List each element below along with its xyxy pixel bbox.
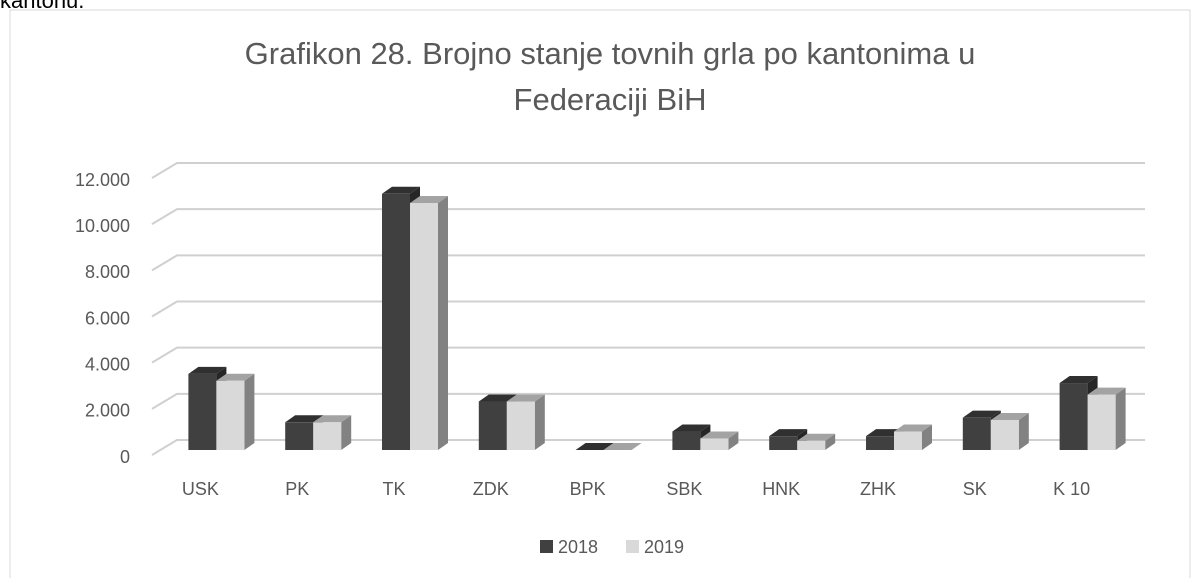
bar-top	[990, 412, 1029, 420]
x-tick-label: SK	[963, 479, 987, 499]
y-tick-label: 6.000	[85, 308, 130, 328]
chart-title: Grafikon 28. Brojno stanje tovnih grla p…	[245, 36, 976, 71]
bar	[313, 422, 342, 450]
legend-swatch	[626, 540, 639, 553]
bar-top	[894, 424, 932, 432]
y-tick-label: 4.000	[85, 354, 130, 374]
grid-line	[151, 254, 1145, 272]
bar-top	[478, 394, 517, 402]
y-tick-label: 12.000	[75, 170, 130, 190]
grid-line	[151, 346, 1145, 364]
page-heading-fragment: kantonu.	[0, 0, 84, 13]
legend-swatch	[540, 540, 553, 553]
bar-top	[672, 424, 711, 432]
bar-side	[438, 196, 448, 450]
bar	[894, 431, 922, 450]
x-tick-label: USK	[182, 479, 219, 499]
bar-top	[769, 429, 808, 437]
x-tick-label: PK	[285, 479, 309, 499]
grid-line	[151, 208, 1145, 226]
bar-top	[285, 415, 324, 423]
bar	[866, 436, 894, 450]
bar-side	[1115, 387, 1126, 450]
x-tick-label: HNK	[762, 479, 800, 499]
grid-line	[151, 392, 1145, 410]
bar-top	[188, 366, 227, 374]
bar-top	[700, 431, 739, 439]
bar-side	[922, 424, 932, 450]
bar-top	[216, 373, 255, 381]
bar	[962, 417, 991, 450]
grid-line	[151, 300, 1145, 318]
legend-label: 2019	[644, 537, 684, 557]
bar	[478, 401, 507, 450]
bar-side	[341, 415, 352, 450]
bar-top	[575, 443, 614, 450]
bar	[672, 431, 701, 450]
bar-top	[797, 433, 836, 441]
bar	[1087, 394, 1116, 450]
bar	[700, 438, 729, 450]
grid-line	[151, 162, 1145, 179]
x-tick-label: ZDK	[473, 479, 509, 499]
bar-top	[603, 443, 642, 450]
bar-top	[962, 410, 1001, 418]
bar	[216, 380, 245, 450]
bar	[506, 401, 535, 450]
y-tick-label: 0	[120, 447, 130, 467]
bar-top	[506, 394, 545, 402]
bar-side	[825, 433, 836, 450]
x-tick-label: TK	[382, 479, 405, 499]
bar-top	[410, 196, 448, 204]
bar	[285, 422, 314, 450]
x-tick-label: SBK	[666, 479, 702, 499]
bar-top	[313, 415, 352, 423]
bar-side	[534, 394, 545, 450]
bar-top	[382, 186, 420, 194]
y-tick-label: 10.000	[75, 216, 130, 236]
bar-top	[1059, 376, 1098, 384]
bar-top	[1087, 387, 1126, 395]
bar-side	[1018, 412, 1029, 450]
chart-title: Federaciji BiH	[514, 82, 707, 117]
chart-frame	[9, 9, 1191, 578]
x-tick-label: ZHK	[860, 479, 896, 499]
y-tick-label: 2.000	[85, 401, 130, 421]
bar	[1059, 383, 1088, 450]
bar	[990, 419, 1019, 450]
bar	[769, 436, 798, 450]
x-tick-label: K 10	[1053, 479, 1090, 499]
bar	[797, 440, 826, 450]
bar-side	[728, 431, 739, 450]
page-strip	[0, 0, 1200, 9]
bar	[410, 203, 438, 450]
legend-label: 2018	[558, 537, 598, 557]
bar	[188, 373, 217, 450]
y-tick-label: 8.000	[85, 262, 130, 282]
bar-side	[244, 373, 255, 450]
x-tick-label: BPK	[570, 479, 606, 499]
bar	[382, 193, 410, 450]
